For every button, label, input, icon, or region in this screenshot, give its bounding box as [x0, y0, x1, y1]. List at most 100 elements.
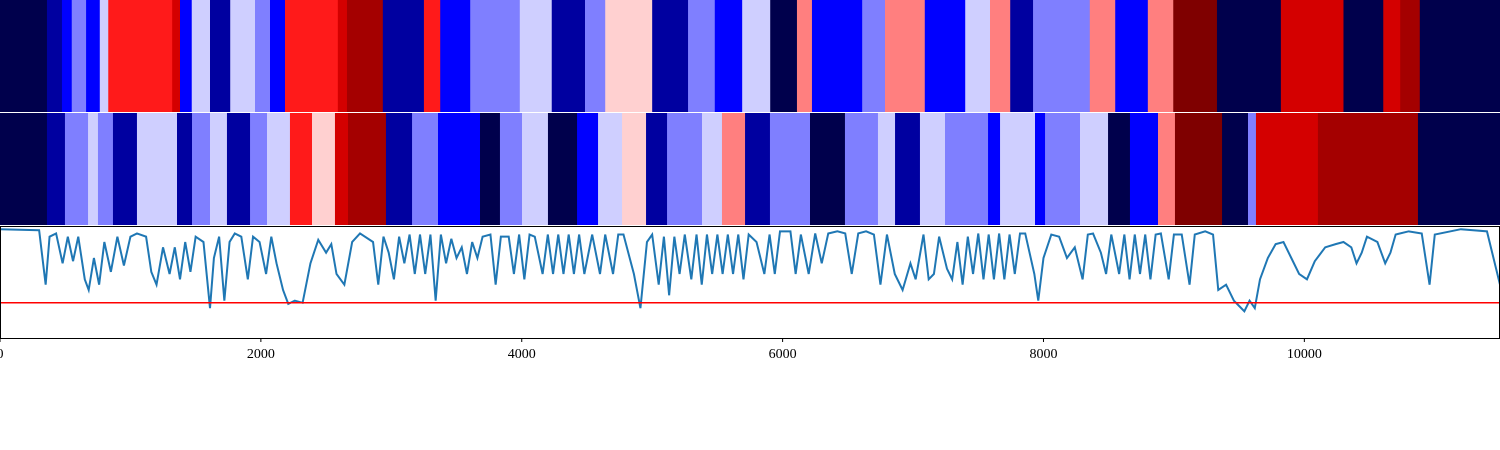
strip-segment: [1400, 0, 1421, 112]
strip-segment: [192, 113, 211, 225]
strip-segment: [1000, 113, 1036, 225]
strip-segment: [1216, 0, 1282, 112]
strip-segment: [1010, 0, 1034, 112]
strip-segment: [1089, 0, 1116, 112]
strip-segment: [924, 0, 966, 112]
strip-segment: [990, 0, 1011, 112]
strip-segment: [1174, 113, 1223, 225]
strip-segment: [191, 0, 211, 112]
strip-segment: [64, 113, 89, 225]
strip-segment: [346, 0, 384, 112]
strip-segment: [0, 113, 48, 225]
strip-segment: [285, 0, 339, 112]
strip-segment: [423, 0, 441, 112]
strip-segment: [844, 113, 879, 225]
strip-segment: [965, 0, 991, 112]
strip-segment: [585, 0, 606, 112]
strip-segment: [714, 0, 743, 112]
strip-segment: [522, 113, 549, 225]
strip-segment: [1419, 0, 1500, 112]
strip-segment: [1108, 113, 1131, 225]
strip-segment: [46, 0, 63, 112]
strip-segment: [1147, 0, 1174, 112]
strip-segment: [255, 0, 271, 112]
strip-segment: [919, 113, 946, 225]
strip-segment: [945, 113, 989, 225]
strip-segment: [796, 0, 813, 112]
strip-segment: [519, 0, 553, 112]
strip-segment: [745, 113, 771, 225]
strip-segment: [605, 0, 653, 112]
strip-segment: [1343, 0, 1384, 112]
x-tick-label: 2000: [247, 347, 275, 362]
strip-segment: [108, 0, 173, 112]
strip-segment: [742, 0, 771, 112]
strip-segment: [862, 0, 886, 112]
strip-segment: [230, 0, 256, 112]
strip-segment: [1222, 113, 1249, 225]
strip-segment: [480, 113, 501, 225]
strip-segment: [270, 0, 286, 112]
strip-segment: [177, 113, 193, 225]
x-tick-label: 4000: [508, 347, 536, 362]
strip-segment: [1280, 0, 1344, 112]
strip-segment: [112, 113, 138, 225]
strip-segment: [348, 113, 387, 225]
strip-segment: [667, 113, 703, 225]
strip-segment: [382, 0, 425, 112]
strip-segment: [71, 0, 87, 112]
strip-segment: [385, 113, 413, 225]
strip-segment: [885, 0, 926, 112]
strip-segment: [1317, 113, 1419, 225]
strip-segment: [811, 0, 863, 112]
strip-segment: [1035, 113, 1046, 225]
x-tick-label: 8000: [1029, 347, 1057, 362]
strip-segment: [289, 113, 313, 225]
strip-segment: [470, 0, 521, 112]
strip-segment: [895, 113, 921, 225]
strip-segment: [577, 113, 599, 225]
strip-segment: [440, 0, 471, 112]
strip-segment: [1383, 0, 1401, 112]
strip-segment: [688, 0, 716, 112]
strip-segment: [1045, 113, 1081, 225]
strip-segment: [1115, 0, 1149, 112]
x-tick-label: 0: [0, 347, 4, 362]
strip-segment: [702, 113, 723, 225]
strip-segment: [210, 113, 228, 225]
strip-segment: [1080, 113, 1109, 225]
series-line: [0, 228, 1500, 314]
x-tick-label: 6000: [769, 347, 797, 362]
strip-segment: [61, 0, 73, 112]
strip-segment: [1129, 113, 1159, 225]
strip-segment: [721, 113, 746, 225]
strip-segment: [0, 0, 48, 112]
strip-segment: [337, 0, 348, 112]
strip-segment: [499, 113, 523, 225]
strip-segment: [770, 0, 798, 112]
strip-segment: [1417, 113, 1500, 225]
strip-segment: [769, 113, 811, 225]
strip-segment: [226, 113, 251, 225]
strip-segment: [97, 113, 114, 225]
strip-segment: [1158, 113, 1176, 225]
strip-segment: [412, 113, 439, 225]
strip-segment: [551, 0, 586, 112]
strip-segment: [46, 113, 66, 225]
strip-segment: [547, 113, 578, 225]
strip-segment: [646, 113, 668, 225]
strip-segment: [1033, 0, 1091, 112]
strip-segment: [1173, 0, 1218, 112]
strip-segment: [334, 113, 349, 225]
strip-segment: [172, 0, 181, 112]
strip-segment: [210, 0, 231, 112]
x-tick-label: 10000: [1287, 347, 1322, 362]
strip-segment: [810, 113, 846, 225]
strip-segment: [250, 113, 268, 225]
strip-segment: [88, 113, 99, 225]
strip-segment: [1248, 113, 1257, 225]
strip-segment: [877, 113, 896, 225]
strip-segment: [267, 113, 291, 225]
strip-segment: [1255, 113, 1319, 225]
